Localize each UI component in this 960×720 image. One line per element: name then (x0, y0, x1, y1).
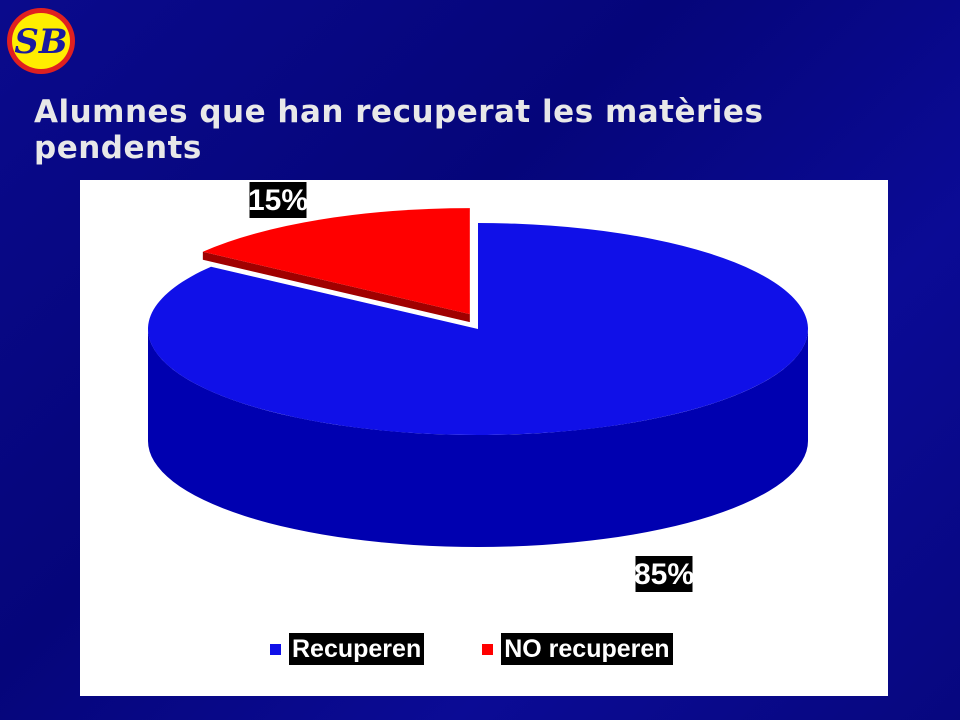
legend-swatch-no-recuperen (482, 643, 494, 655)
legend-item-recuperen: Recuperen (270, 633, 425, 665)
slice-recuperen (147, 223, 809, 435)
legend: Recuperen NO recuperen (270, 632, 673, 666)
pie-chart: 15% 85% (147, 182, 809, 592)
legend-label-recuperen: Recuperen (289, 633, 425, 665)
svg-text:15%: 15% (248, 184, 308, 217)
legend-swatch-recuperen (270, 643, 281, 655)
slice-side-recuperen (148, 329, 808, 547)
chart-panel: 15% 85% Recuperen NO recuperen (80, 180, 888, 696)
slice-side-no-recuperen (202, 251, 470, 323)
data-label-recuperen: 85% (634, 556, 694, 592)
data-label-no-recuperen: 15% (248, 182, 308, 218)
slice-no-recuperen (202, 208, 470, 315)
svg-text:85%: 85% (634, 558, 694, 591)
legend-item-no-recuperen: NO recuperen (482, 633, 673, 665)
legend-label-no-recuperen: NO recuperen (501, 633, 673, 665)
slide-title: Alumnes que han recuperat les matèries p… (34, 94, 764, 166)
school-logo: SB (7, 8, 75, 74)
logo-text: SB (14, 22, 67, 62)
